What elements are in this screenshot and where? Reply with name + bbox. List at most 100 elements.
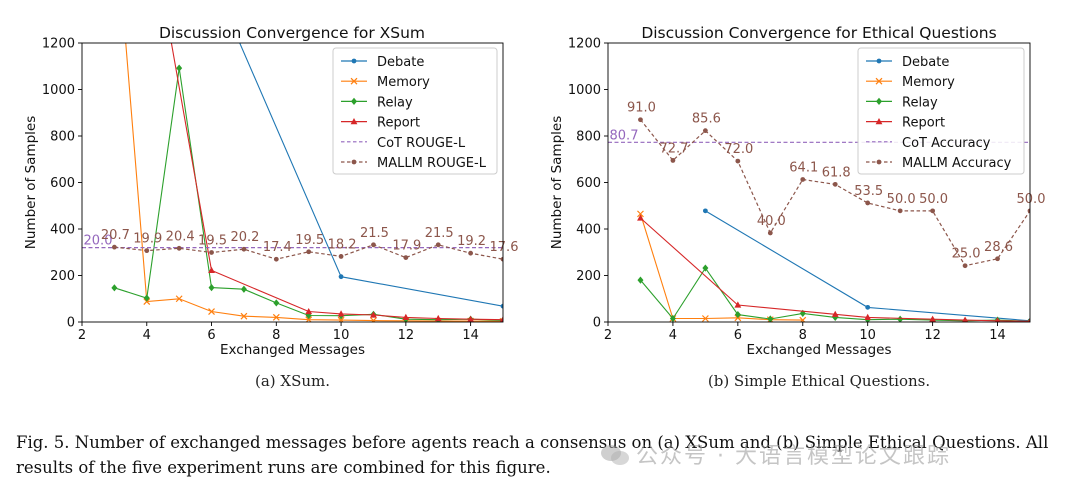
data-point [338, 274, 344, 280]
data-label: 19.9 [133, 232, 162, 247]
y-tick-label: 800 [576, 130, 601, 145]
y-tick-label: 600 [576, 176, 601, 191]
series-mallm-accuracy [638, 117, 1030, 269]
data-label: 50.0 [887, 192, 916, 207]
y-tick-label: 0 [593, 316, 601, 331]
legend-label: Memory [902, 75, 955, 90]
data-label: 18.2 [328, 237, 357, 252]
data-point [832, 181, 838, 187]
data-label: 72.7 [659, 141, 688, 156]
data-point [800, 177, 806, 182]
data-point [402, 313, 410, 320]
data-point [272, 313, 280, 321]
axes-frame [607, 42, 1031, 323]
data-point [175, 295, 183, 303]
data-point [500, 256, 503, 262]
y-tick-label: 0 [67, 316, 75, 331]
data-point [735, 158, 741, 164]
x-axis-label: Exchanged Messages [746, 342, 891, 358]
data-point [701, 315, 709, 322]
data-point [241, 246, 247, 252]
data-label: 21.5 [360, 226, 389, 241]
y-tick-label: 400 [576, 223, 601, 238]
data-point [637, 214, 644, 221]
data-point [962, 316, 969, 322]
data-label: 20.7 [101, 228, 130, 243]
x-tick-label: 10 [859, 328, 876, 343]
watermark: 公众号 · 大语言模型论文跟踪 [600, 438, 951, 470]
legend-marker [351, 58, 357, 64]
data-point [370, 317, 377, 322]
data-label: 20.2 [230, 230, 259, 245]
data-point [702, 128, 708, 134]
data-label: 19.5 [295, 233, 324, 248]
data-point [499, 316, 503, 322]
series-line [705, 210, 1030, 322]
data-point [144, 248, 150, 254]
x-tick-label: 2 [604, 328, 612, 343]
data-point [208, 266, 215, 273]
data-point [306, 249, 312, 255]
y-axis-label: Number of Samples [549, 116, 565, 249]
x-tick-label: 14 [462, 328, 479, 343]
axes-frame [81, 42, 504, 323]
data-label: 19.5 [198, 233, 227, 248]
x-tick-label: 12 [924, 328, 941, 343]
data-point [734, 310, 741, 319]
data-point [767, 230, 773, 236]
y-tick-label: 1000 [42, 83, 75, 98]
data-point [637, 276, 644, 284]
data-label: 28.6 [984, 240, 1013, 255]
data-label: 53.5 [854, 184, 883, 199]
data-point [111, 284, 118, 292]
y-tick-label: 200 [576, 269, 601, 284]
data-label: 25.0 [952, 247, 981, 262]
data-point [832, 313, 839, 321]
data-label: 20.4 [166, 229, 195, 244]
y-tick-label: 800 [50, 130, 75, 145]
data-point [208, 283, 215, 292]
data-point [702, 208, 708, 214]
y-tick-label: 200 [50, 269, 75, 284]
legend-item: Report [341, 116, 420, 131]
legend-label: Debate [377, 55, 424, 70]
data-point [176, 245, 182, 251]
legend-item: Relay [341, 95, 413, 110]
chart-ethical-questions: Discussion Convergence for Ethical Quest… [549, 24, 1045, 358]
data-point [240, 312, 248, 320]
legend-label: Relay [902, 95, 938, 110]
plot-area [82, 43, 503, 322]
chart-xsum: Discussion Convergence for XSum Exchanged… [23, 24, 518, 358]
legend: Debate Memory Relay Report CoT ROUGE-L MALLM … [332, 47, 498, 175]
legend-label: CoT ROUGE-L [377, 136, 466, 151]
legend-marker [875, 77, 883, 85]
series-line [639, 213, 803, 321]
data-point [831, 310, 839, 317]
data-point [143, 294, 150, 302]
x-tick-label: 4 [143, 328, 151, 343]
legend-item: CoT ROUGE-L [341, 136, 466, 151]
legend-marker [351, 159, 357, 165]
data-point [929, 315, 937, 322]
data-point [734, 301, 742, 308]
data-point [111, 244, 117, 250]
chart-title: Discussion Convergence for Ethical Quest… [641, 24, 996, 42]
data-point [930, 208, 936, 214]
series-mallm-rouge-l [111, 242, 503, 262]
legend-item: Relay [866, 95, 938, 110]
data-label: 17.9 [392, 239, 421, 254]
legend: Debate Memory Relay Report CoT Accuracy MALLM… [857, 47, 1025, 175]
legend-label: Debate [902, 55, 949, 70]
legend-label: MALLM Accuracy [902, 156, 1012, 171]
data-point [669, 314, 676, 322]
legend-marker [351, 97, 357, 105]
data-point [500, 303, 503, 309]
data-point [338, 254, 344, 259]
wechat-icon [601, 445, 629, 465]
legend-item: Debate [866, 55, 949, 70]
x-tick-label: 2 [78, 328, 86, 343]
data-point [637, 210, 644, 218]
x-tick-label: 4 [669, 328, 677, 343]
legend-marker [350, 77, 358, 85]
